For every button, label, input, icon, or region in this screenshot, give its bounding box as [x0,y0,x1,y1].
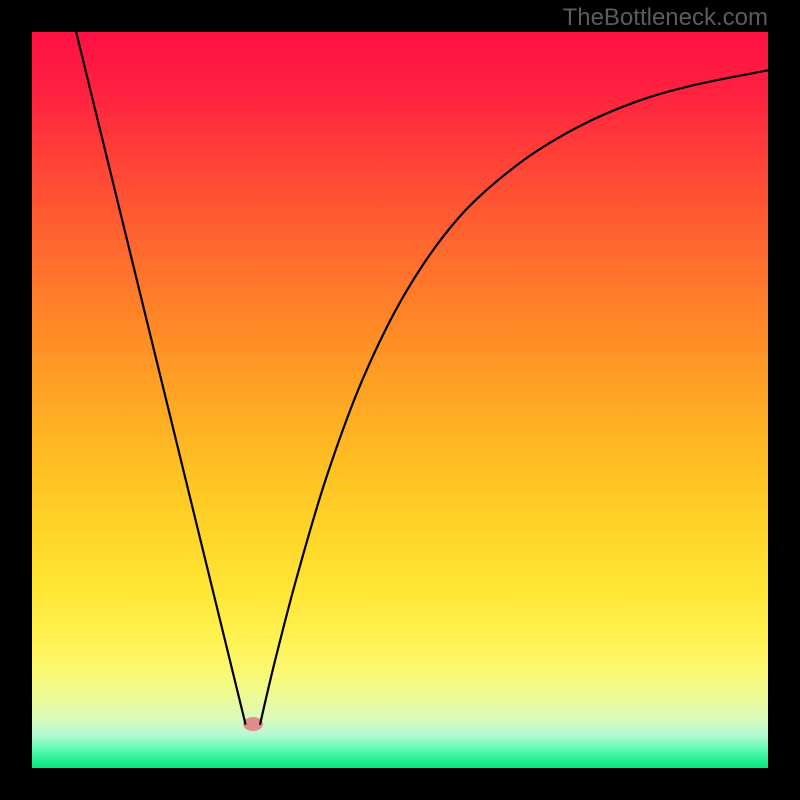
plot-area [32,32,768,768]
frame-border-right [768,0,800,800]
frame-border-left [0,0,32,800]
watermark-text: TheBottleneck.com [563,4,768,32]
bottleneck-curve [32,32,768,768]
frame-border-bottom [0,768,800,800]
chart-frame: TheBottleneck.com [0,0,800,800]
